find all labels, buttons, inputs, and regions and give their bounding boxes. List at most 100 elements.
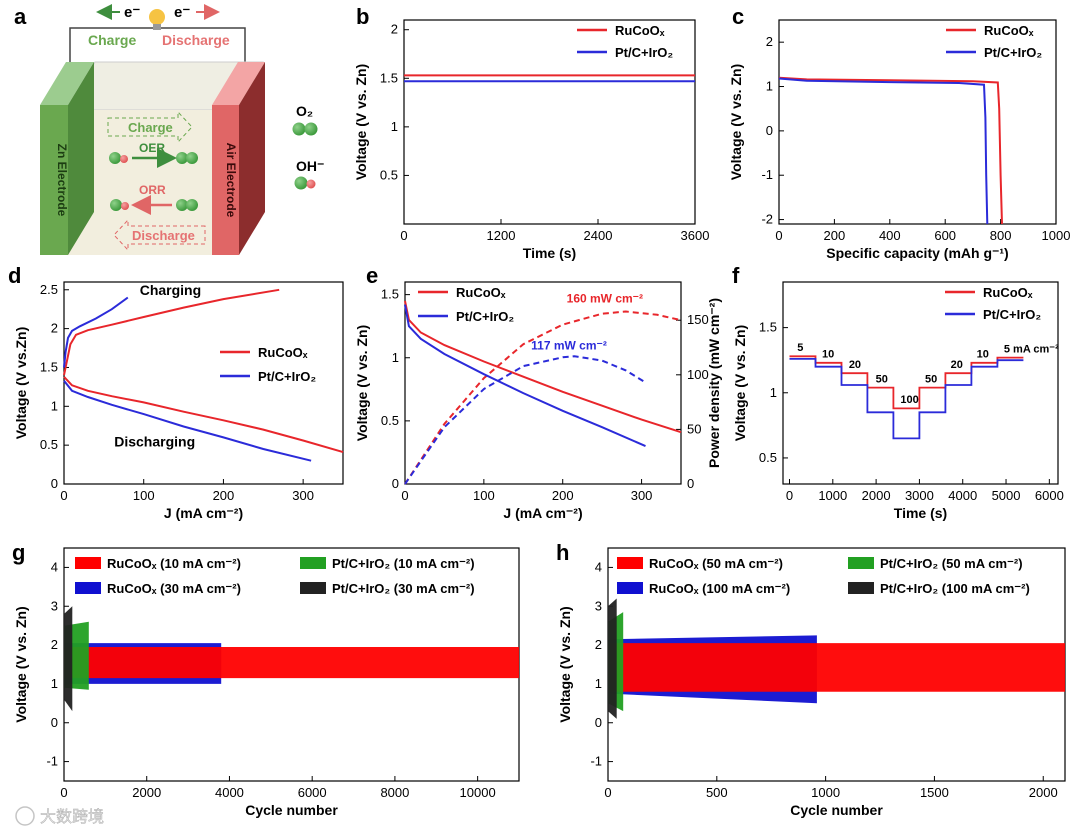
plot-frame-c: [778, 19, 1057, 225]
legend-label-h: RuCoOₓ (50 mA cm⁻²): [649, 556, 783, 571]
x-tick-label-b: 2400: [584, 228, 613, 243]
legend-label-h: Pt/C+IrO₂ (50 mA cm⁻²): [880, 556, 1023, 571]
x-tick-label-b: 3600: [681, 228, 710, 243]
y-axis-label-d: Voltage (V vs.Zn): [13, 327, 29, 440]
y-tick-label-e: 1: [392, 350, 399, 365]
x-tick-label-f: 4000: [948, 488, 977, 503]
y-tick-label-g: 0: [51, 715, 58, 730]
panel-a: a e⁻ e⁻ Charge Discharge Zn Electrode Ai…: [14, 4, 324, 255]
annotation-peak-power-ruco: 160 mW cm⁻²: [567, 292, 643, 306]
y-tick-label-d: 0: [51, 476, 58, 491]
x-tick-label-d: 0: [60, 488, 67, 503]
legend-swatch-h: [617, 582, 643, 594]
legend-label-g: Pt/C+IrO₂ (10 mA cm⁻²): [332, 556, 475, 571]
step-label-f: 20: [951, 359, 963, 371]
x-tick-label-g: 0: [60, 785, 67, 800]
annotation-charging: Charging: [140, 282, 201, 298]
chart-e: 0 100 200 300 0 0.5 1 1.5 J (mA cm⁻²) Voltage (V …: [354, 281, 722, 521]
legend-swatch-h: [848, 582, 874, 594]
air-electrode: [212, 105, 239, 255]
cell-body: [66, 110, 236, 255]
legend-label: Pt/C+IrO₂: [456, 309, 514, 324]
x-tick-label-c: 200: [824, 228, 846, 243]
legend-label-g: RuCoOₓ (30 mA cm⁻²): [107, 581, 241, 596]
legend-label: Pt/C+IrO₂: [983, 307, 1041, 322]
step-label-f: 50: [925, 373, 937, 385]
y2-axis-label-e: Power density (mW cm⁻²): [706, 298, 722, 468]
chart-g: 0 2000 4000 6000 8000 10000 -1 0 1 2 3 4 Cycle numbe…: [13, 547, 520, 818]
legend-label-g: Pt/C+IrO₂ (30 mA cm⁻²): [332, 581, 475, 596]
legend-oh-label: OH⁻: [296, 158, 324, 174]
step-label-f: 20: [849, 359, 861, 371]
voltage-curve-e: [404, 304, 646, 448]
oh-green-ball-2-icon: [110, 199, 122, 211]
annotation-peak-power-ptc: 117 mW cm⁻²: [531, 339, 607, 353]
air-electrode-side: [239, 62, 265, 255]
cycling-band-g: [64, 647, 519, 679]
legend-label: RuCoOₓ: [984, 23, 1034, 38]
x-tick-label-f: 1000: [818, 488, 847, 503]
charge-top-label: Charge: [88, 32, 136, 48]
plot-frame-f: [782, 281, 1059, 485]
oh-red-ball-icon: [120, 155, 128, 163]
y-tick-label-g: 2: [51, 637, 58, 652]
y-tick-label-d: 1: [51, 398, 58, 413]
y-tick-label-b: 0.5: [380, 167, 398, 182]
x-tick-label-c: 600: [934, 228, 956, 243]
legend-label: RuCoOₓ: [615, 23, 665, 38]
orr-label: ORR: [139, 183, 166, 197]
y2-tick-label-e: 50: [687, 421, 701, 436]
legend-label: RuCoOₓ: [456, 285, 506, 300]
legend-swatch-g: [300, 582, 326, 594]
legend-o2-label: O₂: [296, 103, 313, 119]
y-tick-label-c: -1: [761, 167, 773, 182]
y-axis-label-b: Voltage (V vs. Zn): [353, 64, 369, 180]
x-tick-label-h: 2000: [1029, 785, 1058, 800]
plot-frame-b: [403, 19, 696, 225]
step-label-f: 100: [900, 394, 918, 406]
y-tick-label-e: 1.5: [381, 287, 399, 302]
x-tick-label-d: 100: [133, 488, 155, 503]
y-tick-label-c: -2: [761, 212, 773, 227]
legend-swatch-g: [75, 557, 101, 569]
y-tick-label-h: 1: [595, 676, 602, 691]
x-tick-label-c: 0: [775, 228, 782, 243]
y-tick-label-f: 1: [770, 385, 777, 400]
chart-c: 0 200 400 600 800 1000 -2 -1 0 1 2 Specific capacit…: [728, 19, 1071, 261]
legend-label-h: RuCoOₓ (100 mA cm⁻²): [649, 581, 790, 596]
y2-tick-label-e: 100: [687, 367, 709, 382]
discharge-box-label: Discharge: [132, 228, 195, 243]
charge-box-label: Charge: [128, 120, 173, 135]
x-tick-label-c: 1000: [1042, 228, 1071, 243]
y-tick-label-c: 0: [766, 123, 773, 138]
discharge-curve-d: [63, 380, 312, 462]
o2-ball-4-icon: [186, 199, 198, 211]
legend-label-g: RuCoOₓ (10 mA cm⁻²): [107, 556, 241, 571]
watermark-text: 大数跨境: [40, 807, 104, 826]
y-tick-label-c: 1: [766, 79, 773, 94]
x-tick-label-d: 300: [292, 488, 314, 503]
legend-o2-ball-1-icon: [292, 122, 306, 136]
y-tick-label-g: 1: [51, 676, 58, 691]
watermark-logo-icon: [15, 806, 35, 826]
y-tick-label-h: 0: [595, 715, 602, 730]
electron-right-label: e⁻: [174, 4, 190, 21]
zn-electrode: [40, 105, 68, 255]
y-tick-label-b: 2: [391, 22, 398, 37]
o2-ball-2-icon: [186, 152, 198, 164]
step-label-f: 5: [797, 342, 803, 354]
discharge-top-label: Discharge: [162, 32, 230, 48]
y-axis-label-c: Voltage (V vs. Zn): [728, 64, 744, 180]
panel-label-h: h: [556, 540, 569, 565]
x-axis-label-g: Cycle number: [245, 802, 338, 818]
cycling-band-h: [608, 643, 1065, 692]
x-tick-label-b: 0: [400, 228, 407, 243]
step-label-f: 50: [876, 373, 888, 385]
air-electrode-top: [212, 62, 265, 105]
charge-curve-d: [63, 296, 129, 368]
chart-b: 0 1200 2400 3600 0.5 1 1.5 2 Time (s) Voltage (V …: [353, 19, 710, 261]
legend-swatch-h: [848, 557, 874, 569]
x-tick-label-f: 0: [786, 488, 793, 503]
y-axis-label-f: Voltage (V vs. Zn): [732, 325, 748, 441]
legend-swatch-g: [75, 582, 101, 594]
